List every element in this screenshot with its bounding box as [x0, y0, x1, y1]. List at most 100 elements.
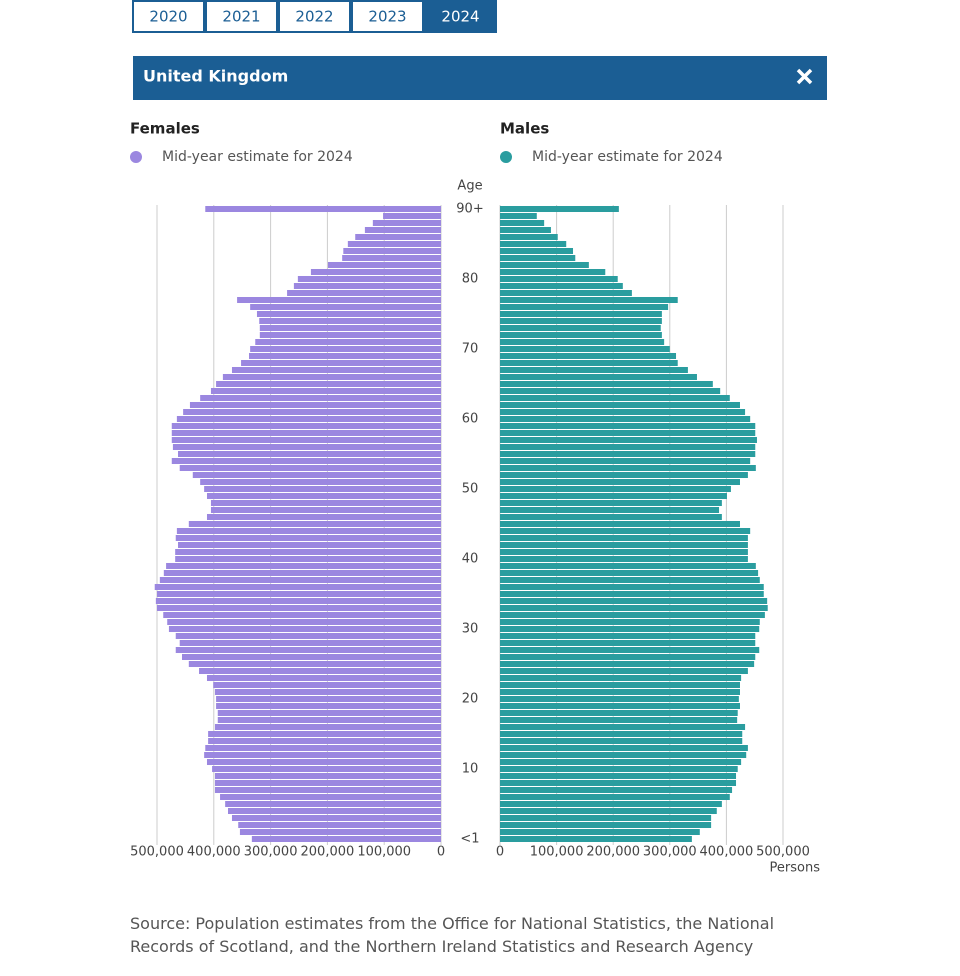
bar: [206, 514, 441, 520]
bar: [163, 612, 442, 618]
bar: [208, 738, 441, 744]
bar: [214, 780, 441, 786]
y-tick-label: 80: [462, 272, 479, 287]
bar: [222, 374, 441, 380]
bar: [500, 633, 756, 639]
legend-label: Mid-year estimate for 2024: [162, 149, 353, 165]
chart: United Kingdom 2020 2021 2022 2023 2024 Age <1…: [130, 0, 827, 876]
bar: [500, 759, 742, 765]
bar: [183, 409, 442, 415]
bar: [500, 213, 537, 219]
panel-title: Males: [500, 120, 549, 138]
y-tick-label: 90+: [456, 202, 483, 217]
bar: [500, 514, 722, 520]
year-tab[interactable]: [424, 0, 497, 33]
close-button[interactable]: [796, 68, 813, 85]
bar: [200, 479, 441, 485]
bar: [500, 493, 727, 499]
bar: [216, 703, 441, 709]
x-axis-label: Persons: [770, 861, 821, 876]
year-tab-label[interactable]: 2021: [222, 8, 260, 26]
bar: [176, 528, 441, 534]
bar: [500, 661, 755, 667]
y-tick-label: 10: [462, 762, 479, 777]
bar: [171, 458, 441, 464]
bar: [189, 402, 441, 408]
y-tick-label: 70: [462, 342, 479, 357]
bar: [500, 836, 692, 842]
y-tick-label: 40: [462, 552, 479, 567]
bar: [500, 808, 717, 814]
bar: [176, 416, 441, 422]
panel-title: Females: [130, 120, 200, 138]
bar: [500, 486, 731, 492]
bar: [231, 367, 441, 373]
y-tick-label: 60: [462, 412, 479, 427]
year-tab-label[interactable]: 2022: [295, 8, 333, 26]
bar: [500, 262, 589, 268]
year-tab-label[interactable]: 2020: [149, 8, 187, 26]
bar: [179, 465, 441, 471]
year-tab[interactable]: [205, 0, 278, 33]
bar: [500, 647, 760, 653]
bar: [216, 696, 441, 702]
bar: [208, 731, 441, 737]
bar: [500, 766, 738, 772]
bar: [500, 325, 661, 331]
bar: [500, 521, 740, 527]
bar: [500, 367, 688, 373]
bar: [500, 724, 746, 730]
bar: [249, 353, 441, 359]
bar: [225, 801, 441, 807]
bar: [500, 430, 756, 436]
bar: [163, 570, 442, 576]
bar: [204, 486, 441, 492]
year-tab-label[interactable]: 2024: [441, 8, 479, 26]
bar: [500, 339, 665, 345]
bar: [500, 409, 746, 415]
bar: [500, 577, 760, 583]
bar: [500, 773, 737, 779]
x-tick-label: 300,000: [244, 845, 298, 860]
bar: [155, 598, 441, 604]
bar: [500, 584, 764, 590]
x-tick-label: 0: [496, 845, 504, 860]
x-tick-label: 100,000: [357, 845, 411, 860]
year-tab[interactable]: [278, 0, 351, 33]
bar: [500, 668, 748, 674]
bar: [500, 549, 748, 555]
year-tab[interactable]: [351, 0, 424, 33]
bar: [171, 437, 441, 443]
bar: [500, 710, 738, 716]
bar: [213, 682, 441, 688]
bar: [500, 346, 670, 352]
bar: [500, 689, 740, 695]
bar: [500, 234, 558, 240]
bar: [231, 815, 441, 821]
bar: [500, 451, 756, 457]
bar: [159, 577, 441, 583]
bar: [500, 283, 623, 289]
x-tick-label: 200,000: [586, 845, 640, 860]
bar: [256, 311, 441, 317]
bar: [239, 829, 441, 835]
bar: [205, 745, 441, 751]
bar: [500, 738, 743, 744]
x-tick-label: 400,000: [700, 845, 754, 860]
bar: [166, 563, 441, 569]
y-tick-label: 50: [462, 482, 479, 497]
bar: [500, 381, 713, 387]
year-tab-label[interactable]: 2023: [368, 8, 406, 26]
bar: [214, 787, 441, 793]
bar: [500, 423, 756, 429]
bar: [171, 430, 441, 436]
bar: [293, 283, 441, 289]
source-note: Source: Population estimates from the Of…: [130, 914, 775, 956]
bar: [500, 703, 740, 709]
year-tab[interactable]: [132, 0, 205, 33]
bar: [217, 710, 441, 716]
bar: [500, 241, 567, 247]
bar: [250, 346, 441, 352]
x-tick-label: 0: [437, 845, 445, 860]
